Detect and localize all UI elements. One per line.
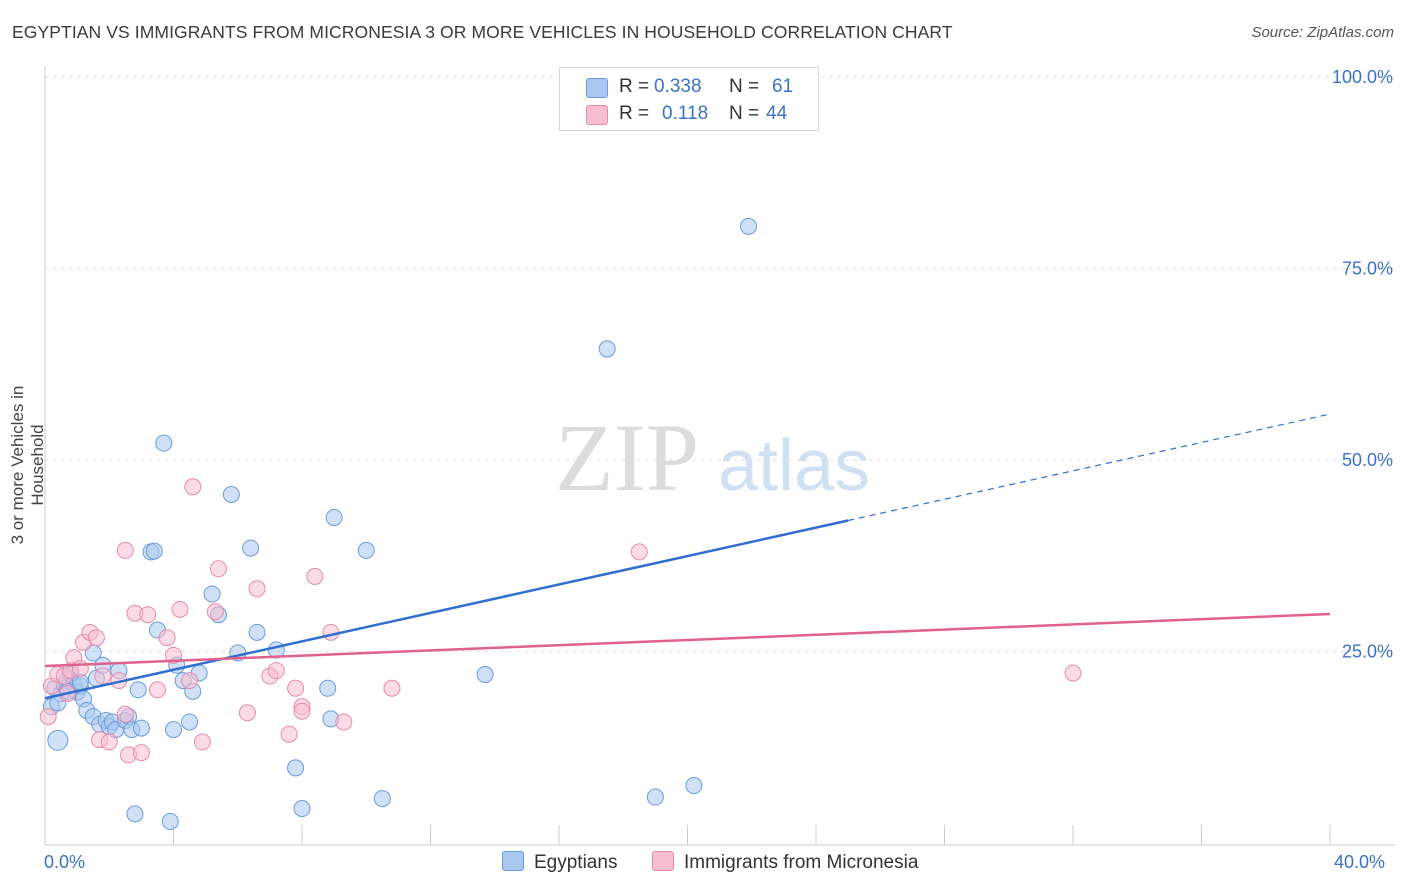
point-egyptians [155, 434, 173, 452]
point-egyptians [242, 539, 260, 557]
bottom-legend-swatch-micronesia [652, 851, 674, 871]
trend-lines [44, 413, 1331, 700]
point-micronesia [148, 681, 166, 699]
point-micronesia [287, 679, 305, 697]
legend-r-label: R = [619, 103, 650, 124]
legend-r-value: 0.118 [662, 103, 709, 124]
y-tick-label: 75.0% [1342, 259, 1393, 279]
point-micronesia [238, 704, 256, 722]
point-egyptians [47, 729, 69, 751]
legend-swatch-egyptians [586, 78, 608, 98]
point-micronesia [209, 560, 227, 578]
y-tick-label: 50.0% [1342, 450, 1393, 470]
point-egyptians [165, 721, 182, 739]
point-micronesia [171, 600, 189, 618]
watermark-atlas: atlas [718, 426, 870, 506]
watermark: ZIP atlas [555, 404, 870, 511]
y-tick-label: 100.0% [1332, 67, 1393, 87]
point-micronesia [165, 646, 182, 664]
point-micronesia [100, 733, 118, 751]
point-micronesia [322, 623, 340, 641]
point-egyptians [357, 541, 375, 559]
stats-legend: R = 0.338 N = 61 R = 0.118 N = 44 [559, 67, 819, 131]
point-micronesia [206, 603, 224, 621]
legend-r-label: R = [619, 76, 650, 97]
point-micronesia [184, 478, 202, 496]
legend-n-value: 44 [766, 103, 788, 124]
point-egyptians [126, 805, 144, 823]
legend-n-label: N = [729, 76, 760, 97]
point-egyptians [145, 542, 163, 560]
bottom-legend-label-egyptians: Egyptians [534, 852, 618, 873]
point-micronesia [335, 713, 353, 731]
data-points [39, 217, 1082, 831]
watermark-zip: ZIP [555, 404, 699, 511]
x-tick-label-max: 40.0% [1334, 852, 1386, 872]
legend-r-value: 0.338 [654, 76, 702, 97]
bottom-legend-micronesia: Immigrants from Micronesia [652, 851, 918, 874]
grid-lines [45, 76, 1395, 652]
legend-swatch-micronesia [586, 105, 608, 125]
point-micronesia [39, 708, 57, 726]
bottom-legend-label-micronesia: Immigrants from Micronesia [684, 852, 919, 873]
point-micronesia [132, 744, 150, 762]
point-egyptians [203, 585, 221, 603]
point-micronesia [94, 667, 112, 685]
point-egyptians [293, 800, 311, 818]
point-micronesia [280, 725, 298, 743]
point-micronesia [630, 543, 648, 561]
point-micronesia [193, 733, 211, 751]
y-tick-label: 25.0% [1342, 642, 1393, 662]
bottom-legend-swatch-egyptians [502, 851, 524, 871]
point-egyptians [287, 759, 305, 777]
y-tick-labels: 100.0% 75.0% 50.0% 25.0% [1332, 67, 1393, 662]
legend-n-value: 61 [772, 76, 794, 97]
y-axis-label: 3 or more Vehicles in Household [8, 385, 47, 545]
point-egyptians [325, 508, 343, 526]
point-egyptians [161, 813, 179, 831]
point-egyptians [685, 777, 703, 795]
point-egyptians [181, 713, 199, 731]
point-micronesia [248, 580, 266, 598]
point-egyptians [476, 665, 494, 683]
point-micronesia [1064, 664, 1082, 682]
point-egyptians [319, 679, 337, 697]
point-micronesia [267, 662, 285, 680]
trend-line-micronesia [44, 612, 1331, 668]
trend-line-egyptians [44, 519, 849, 700]
bottom-legend-egyptians: Egyptians [502, 851, 617, 874]
point-micronesia [306, 567, 324, 585]
point-micronesia [116, 541, 134, 559]
point-micronesia [116, 705, 134, 723]
point-egyptians [598, 340, 616, 358]
point-egyptians [373, 790, 391, 808]
point-egyptians [646, 788, 664, 806]
point-micronesia [181, 672, 199, 690]
chart-title: EGYPTIAN VS IMMIGRANTS FROM MICRONESIA 3… [12, 22, 953, 42]
legend-n-label: N = [729, 103, 760, 124]
point-egyptians [740, 217, 758, 235]
point-egyptians [248, 623, 266, 641]
x-tick-label-min: 0.0% [44, 852, 86, 872]
point-micronesia [158, 629, 176, 647]
point-micronesia [71, 659, 89, 677]
point-egyptians [132, 719, 150, 737]
point-micronesia [293, 702, 311, 720]
point-micronesia [383, 679, 401, 697]
point-egyptians [222, 485, 240, 503]
source-label: Source: ZipAtlas.com [1251, 24, 1394, 41]
point-egyptians [129, 681, 147, 699]
point-micronesia [87, 629, 105, 647]
trend-line-egyptians-extension [847, 413, 1331, 522]
point-micronesia [139, 606, 157, 624]
